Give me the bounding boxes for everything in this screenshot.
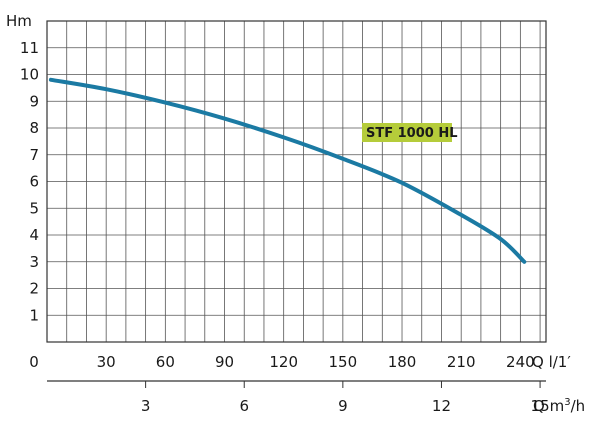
y-axis-unit-label: Hm (6, 12, 32, 30)
y-tick-label: 4 (29, 226, 39, 244)
series-label-background (362, 123, 452, 142)
x-axis-primary-ticks: 0 30 60 90 120 150 180 210 240 (29, 353, 534, 371)
x-axis-secondary-unit-main: Q m (533, 397, 564, 415)
y-tick-label: 10 (20, 66, 39, 84)
y-tick-label: 1 (29, 306, 39, 324)
x-axis-secondary-unit-sup: 3 (564, 397, 570, 408)
x-tick-label-primary: 240 (506, 353, 535, 371)
x-tick-label-primary: 60 (156, 353, 175, 371)
series-label: STF 1000 HL (366, 126, 458, 141)
x-tick-label-primary: 120 (269, 353, 298, 371)
y-tick-label: 9 (29, 92, 39, 110)
plot-frame (46, 20, 547, 343)
pump-curve-line (48, 77, 527, 264)
x-axis-secondary-ticks: 3 6 9 12 15 (141, 381, 550, 415)
y-tick-label: 2 (29, 280, 39, 298)
x-tick-label-primary: 150 (329, 353, 358, 371)
x-tick-label-secondary: 15 (531, 397, 550, 415)
x-tick-label-secondary: 12 (432, 397, 451, 415)
x-tick-label-primary: 30 (97, 353, 116, 371)
x-tick-label-primary: 0 (29, 353, 39, 371)
x-tick-label-secondary: 6 (239, 397, 249, 415)
y-tick-label: 8 (29, 119, 39, 137)
x-tick-label-primary: 180 (388, 353, 417, 371)
y-axis-ticks: 1 2 3 4 5 6 7 8 9 10 11 (20, 39, 39, 325)
y-tick-label: 5 (29, 199, 39, 217)
y-tick-label: 3 (29, 253, 39, 271)
x-axis-primary-unit-label: Q l/1′ (532, 353, 571, 371)
y-tick-label: 6 (29, 173, 39, 191)
x-tick-label-primary: 210 (447, 353, 476, 371)
x-axis-secondary-unit-label: Q m3/h (533, 397, 585, 415)
x-tick-label-secondary: 9 (338, 397, 348, 415)
chart-grid (47, 21, 546, 342)
y-tick-label: 11 (20, 39, 39, 57)
x-tick-label-secondary: 3 (141, 397, 151, 415)
x-axis-secondary-unit-tail: /h (571, 397, 586, 415)
x-tick-label-primary: 90 (215, 353, 234, 371)
y-tick-label: 7 (29, 146, 39, 164)
